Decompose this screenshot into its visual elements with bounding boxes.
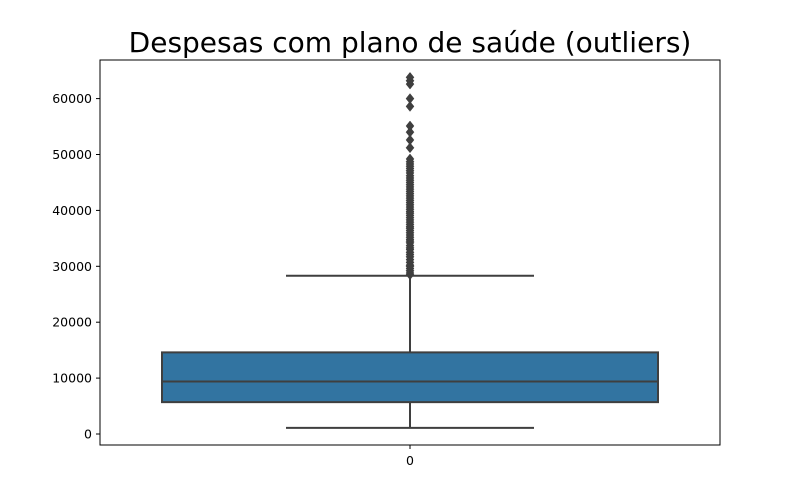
y-tick-label: 40000 bbox=[52, 203, 92, 218]
outlier-point bbox=[405, 93, 415, 105]
outlier-point bbox=[405, 126, 415, 138]
outlier-point bbox=[405, 120, 415, 132]
y-tick-label: 50000 bbox=[52, 147, 92, 162]
outlier-point bbox=[405, 134, 415, 146]
y-tick-label: 10000 bbox=[52, 371, 92, 386]
iqr-box bbox=[161, 351, 659, 404]
outlier-point bbox=[405, 101, 415, 112]
y-tick-label: 0 bbox=[84, 427, 92, 442]
y-tick-label: 60000 bbox=[52, 91, 92, 106]
outlier-point bbox=[405, 71, 415, 83]
chart-title: Despesas com plano de saúde (outliers) bbox=[129, 26, 692, 59]
x-tick-label: 0 bbox=[406, 453, 414, 468]
outlier-point bbox=[405, 153, 415, 165]
y-tick-label: 20000 bbox=[52, 315, 92, 330]
plot-area: 0 10000 20000 30000 40000 50000 60000 0 bbox=[52, 59, 721, 468]
y-tick-label: 30000 bbox=[52, 259, 92, 274]
outlier-point bbox=[405, 142, 415, 154]
